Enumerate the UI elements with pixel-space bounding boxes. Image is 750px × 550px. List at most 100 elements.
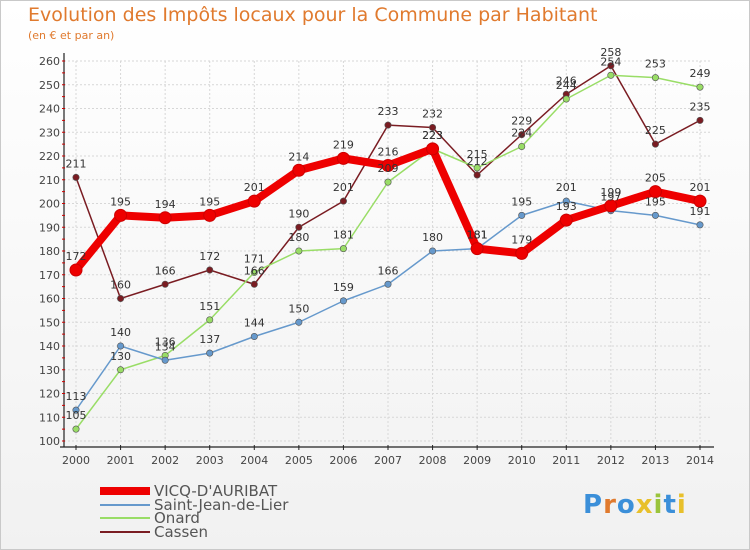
point-saint-jean-de-lier-2001 (117, 342, 125, 350)
point-saint-jean-de-lier-2002 (161, 356, 169, 364)
point-vicq-d-auribat-2000 (69, 263, 83, 277)
point-vicq-d-auribat-2010 (515, 246, 529, 260)
y-tick-label-160: 160 (39, 293, 60, 306)
y-tick-label-110: 110 (39, 411, 60, 424)
data-label-cassen-2008: 232 (422, 108, 443, 121)
data-label-onard-2002: 136 (155, 336, 176, 349)
y-tick-label-140: 140 (39, 340, 60, 353)
x-tick-label-2009: 2009 (463, 454, 491, 467)
point-vicq-d-auribat-2008 (426, 142, 440, 156)
data-label-onard-2004: 171 (244, 252, 265, 265)
data-label-saint-jean-de-lier-2005: 150 (288, 302, 309, 315)
point-onard-2006 (339, 245, 347, 253)
legend: VICQ-D'AURIBAT Saint-Jean-de-Lier Onard … (100, 482, 360, 541)
data-label-cassen-2010: 229 (511, 115, 532, 128)
data-label-saint-jean-de-lier-2003: 137 (199, 333, 220, 346)
point-saint-jean-de-lier-2005 (295, 318, 303, 326)
x-tick-label-2000: 2000 (62, 454, 90, 467)
data-label-saint-jean-de-lier-2002: 134 (155, 340, 176, 353)
data-label-vicq-d-auribat-2008: 223 (422, 129, 443, 142)
point-vicq-d-auribat-2007 (381, 159, 395, 172)
x-tick-label-2013: 2013 (641, 454, 669, 467)
point-vicq-d-auribat-2006 (336, 151, 350, 165)
data-label-vicq-d-auribat-2013: 205 (645, 172, 666, 185)
data-label-onard-2007: 209 (378, 162, 399, 175)
point-onard-2001 (117, 366, 125, 374)
data-label-saint-jean-de-lier-2008: 180 (422, 231, 443, 244)
point-vicq-d-auribat-2004 (247, 194, 261, 208)
data-label-cassen-2003: 172 (199, 250, 220, 263)
point-onard-2005 (295, 247, 303, 255)
data-label-onard-2009: 215 (467, 148, 488, 161)
y-tick-label-150: 150 (39, 316, 60, 329)
legend-item-onard: Onard (100, 509, 360, 527)
data-label-cassen-2002: 166 (155, 264, 176, 277)
legend-label-cassen: Cassen (154, 522, 209, 541)
point-saint-jean-de-lier-2014 (696, 221, 704, 229)
point-vicq-d-auribat-2003 (203, 208, 217, 222)
data-label-vicq-d-auribat-2010: 179 (511, 233, 532, 246)
data-label-saint-jean-de-lier-2013: 195 (645, 195, 666, 208)
point-vicq-d-auribat-2005 (292, 163, 306, 177)
data-label-vicq-d-auribat-2002: 194 (155, 198, 176, 211)
data-label-vicq-d-auribat-2003: 195 (199, 195, 220, 208)
legend-label-saint-jean-de-lier: Saint-Jean-de-Lier (154, 495, 289, 514)
data-label-vicq-d-auribat-2000: 172 (66, 250, 87, 263)
point-cassen-2014 (696, 116, 704, 124)
legend-item-cassen: Cassen (100, 522, 360, 541)
y-tick-label-220: 220 (39, 150, 60, 163)
point-onard-2012 (607, 71, 615, 79)
point-cassen-2012 (607, 62, 615, 70)
point-vicq-d-auribat-2012 (604, 199, 618, 213)
point-saint-jean-de-lier-2011 (562, 197, 570, 205)
y-tick-label-190: 190 (39, 221, 60, 234)
data-label-vicq-d-auribat-2001: 195 (110, 195, 131, 208)
y-tick-label-130: 130 (39, 364, 60, 377)
data-label-saint-jean-de-lier-2006: 159 (333, 281, 354, 294)
data-label-onard-2005: 180 (288, 231, 309, 244)
legend-swatch-onard (100, 517, 150, 519)
x-tick-label-2003: 2003 (196, 454, 224, 467)
data-label-saint-jean-de-lier-2010: 195 (511, 195, 532, 208)
legend-label-onard: Onard (154, 509, 200, 527)
point-onard-2004 (250, 268, 258, 276)
y-tick-label-200: 200 (39, 198, 60, 211)
data-label-onard-2006: 181 (333, 229, 354, 242)
point-onard-2000 (72, 425, 80, 433)
legend-item-vicq: VICQ-D'AURIBAT (100, 482, 360, 500)
legend-swatch-saint-jean-de-lier (100, 503, 150, 506)
data-label-cassen-2009: 212 (467, 155, 488, 168)
data-label-vicq-d-auribat-2011: 193 (556, 200, 577, 213)
data-label-saint-jean-de-lier-2009: 181 (467, 229, 488, 242)
point-onard-2014 (696, 83, 704, 91)
data-label-onard-2010: 224 (511, 127, 532, 140)
legend-swatch-cassen (100, 530, 150, 533)
point-vicq-d-auribat-2002 (158, 211, 172, 225)
x-tick-label-2010: 2010 (508, 454, 536, 467)
data-label-onard-2000: 105 (66, 409, 87, 422)
data-label-cassen-2005: 190 (288, 207, 309, 220)
data-label-vicq-d-auribat-2006: 219 (333, 138, 354, 151)
data-label-saint-jean-de-lier-2012: 197 (600, 191, 621, 204)
point-cassen-2002 (161, 280, 169, 288)
chart-subtitle: (en € et par an) (28, 29, 115, 42)
data-label-cassen-2000: 211 (66, 157, 87, 170)
y-tick-label-250: 250 (39, 79, 60, 92)
data-label-onard-2014: 249 (690, 67, 711, 80)
point-onard-2007 (384, 178, 392, 186)
data-label-saint-jean-de-lier-2001: 140 (110, 326, 131, 339)
x-tick-label-2001: 2001 (107, 454, 135, 467)
data-label-vicq-d-auribat-2012: 199 (600, 186, 621, 199)
data-label-vicq-d-auribat-2007: 216 (378, 146, 399, 159)
proxiti-logo: Proxiti (583, 490, 687, 520)
point-saint-jean-de-lier-2008 (429, 247, 437, 255)
data-label-onard-2001: 130 (110, 350, 131, 363)
legend-item-saint-jean-de-lier: Saint-Jean-de-Lier (100, 495, 360, 514)
point-cassen-2005 (295, 223, 303, 231)
data-label-onard-2012: 254 (600, 55, 621, 68)
x-tick-label-2004: 2004 (240, 454, 268, 467)
x-tick-label-2014: 2014 (686, 454, 714, 467)
chart-title: Evolution des Impôts locaux pour la Comm… (28, 4, 598, 26)
point-vicq-d-auribat-2001 (114, 208, 128, 222)
point-saint-jean-de-lier-2006 (339, 297, 347, 305)
